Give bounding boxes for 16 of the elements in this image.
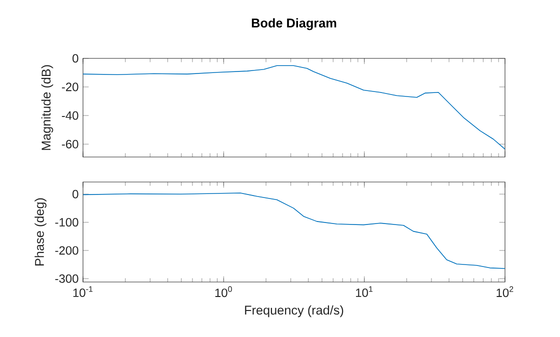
y-tick-label: -100: [55, 218, 78, 227]
y-tick-label: 0: [72, 54, 78, 63]
x-tick-label: 10$^{-1}$: [73, 286, 93, 297]
y-tick-label: -60: [62, 140, 78, 148]
y-tick-label: -300: [55, 274, 78, 283]
x-tick-label: 10$^{1}$: [356, 286, 373, 297]
y-axis-title: Magnitude (dB): [41, 65, 54, 150]
y-tick-label: -20: [62, 82, 78, 92]
x-axis-title: Frequency (rad/s): [245, 305, 344, 318]
x-tick-label: 10$^{0}$: [215, 286, 232, 298]
y-tick-label: 0: [72, 190, 78, 198]
chart-title: Bode Diagram: [252, 18, 336, 30]
x-tick-label: 10$^{2}$: [496, 286, 514, 298]
y-axis-title: Phase (deg): [34, 198, 46, 266]
y-tick-label: -200: [55, 246, 78, 255]
y-tick-label: -40: [62, 111, 78, 120]
